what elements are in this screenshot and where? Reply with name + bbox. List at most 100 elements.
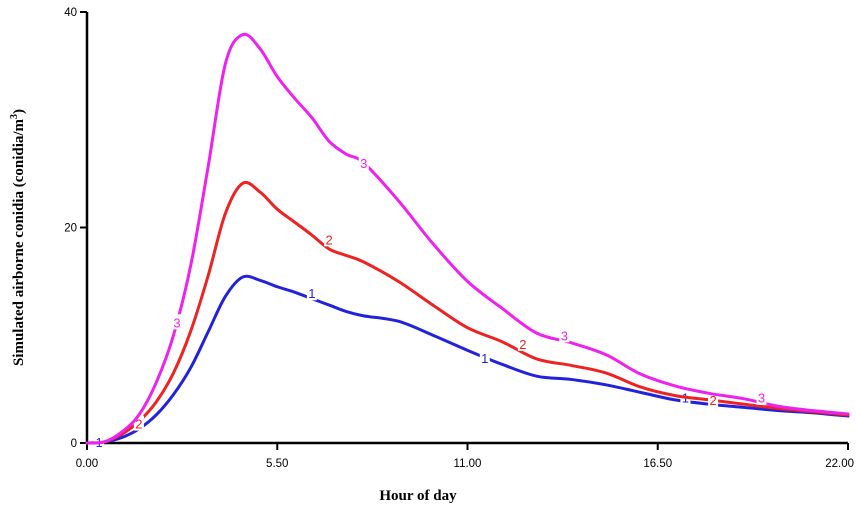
tick-group: 0 20 40 0.00 5.50 11.00 16.50 22.00 xyxy=(64,7,854,470)
data-point-2 xyxy=(258,190,262,194)
data-point-1 xyxy=(466,349,469,352)
x-axis-title: Hour of day xyxy=(379,488,457,504)
data-point-3 xyxy=(500,307,504,310)
data-point-3 xyxy=(535,331,538,335)
data-point-1 xyxy=(570,378,573,381)
curve-label-3: 3 xyxy=(561,328,568,343)
data-point-1 xyxy=(189,366,192,369)
data-point-1 xyxy=(500,363,504,366)
data-point-1 xyxy=(293,290,296,294)
curve-label-1: 1 xyxy=(308,286,315,301)
data-point-2 xyxy=(154,400,158,404)
data-point-3 xyxy=(103,440,106,444)
data-point-1 xyxy=(431,334,435,337)
curve-label-background xyxy=(306,285,317,301)
data-point-1 xyxy=(327,303,331,307)
data-point-3 xyxy=(846,412,850,416)
data-point-1 xyxy=(172,393,175,396)
data-point-2 xyxy=(604,371,608,375)
data-point-3 xyxy=(154,381,158,384)
data-point-2 xyxy=(743,403,746,406)
curve-label-3: 3 xyxy=(360,156,367,171)
y-tick-label: 20 xyxy=(64,223,77,235)
x-tick-label: 11.00 xyxy=(454,458,482,470)
data-point-2 xyxy=(639,385,642,389)
data-point-1 xyxy=(206,330,210,334)
curve-label-background xyxy=(171,314,182,330)
data-point-1 xyxy=(258,279,262,282)
y-axis-title-superscript: 3 xyxy=(9,114,20,119)
series-3: 3 3 3 3 xyxy=(85,32,850,445)
data-point-1 xyxy=(345,310,348,313)
data-point-3 xyxy=(172,334,175,337)
curve-label-background xyxy=(324,231,335,247)
data-point-2 xyxy=(224,212,227,215)
data-point-3 xyxy=(276,75,279,78)
data-point-2 xyxy=(345,254,348,257)
x-tick-label: 0.00 xyxy=(76,458,98,470)
data-point-3 xyxy=(189,264,192,267)
data-point-2 xyxy=(293,220,296,224)
data-point-3 xyxy=(206,165,210,169)
series-2: 2 2 2 2 xyxy=(85,180,850,445)
x-tick-label: 5.50 xyxy=(266,458,288,470)
curve-label-background xyxy=(358,154,369,170)
data-point-3 xyxy=(137,413,141,417)
data-point-3 xyxy=(241,33,244,36)
data-point-1 xyxy=(673,398,677,402)
data-point-2 xyxy=(570,364,573,367)
data-point-3 xyxy=(466,280,469,283)
curve-label-2: 2 xyxy=(709,393,716,408)
data-point-3 xyxy=(120,431,123,434)
data-point-1 xyxy=(362,314,365,318)
curve-label-background xyxy=(133,415,144,431)
data-point-2 xyxy=(535,357,538,361)
curve-label-background xyxy=(756,389,767,405)
y-axis-title-tail: ) xyxy=(11,109,27,114)
data-point-3 xyxy=(812,409,815,412)
data-point-2 xyxy=(431,303,435,307)
data-point-2 xyxy=(310,233,314,237)
curve-label-2: 2 xyxy=(326,232,333,247)
series-line-3 xyxy=(85,32,850,445)
data-point-1 xyxy=(120,436,123,439)
data-point-2 xyxy=(276,207,279,211)
data-point-3 xyxy=(85,441,89,445)
data-point-3 xyxy=(743,397,746,401)
data-point-3 xyxy=(397,199,400,202)
data-point-3 xyxy=(310,116,314,119)
data-point-2 xyxy=(206,274,210,278)
curve-label-background xyxy=(559,327,570,343)
data-point-3 xyxy=(570,341,573,344)
curve-label-3: 3 xyxy=(173,315,180,330)
curve-label-background xyxy=(517,335,528,351)
data-point-3 xyxy=(224,62,227,65)
data-point-3 xyxy=(604,353,608,356)
data-point-3 xyxy=(293,97,296,100)
curve-label-3: 3 xyxy=(758,391,765,406)
data-point-2 xyxy=(362,260,365,264)
y-axis-title: Simulated airborne conidia (conidia/m3) xyxy=(9,109,27,366)
data-point-1 xyxy=(224,295,227,298)
series-line-2 xyxy=(85,180,850,445)
curve-label-2: 2 xyxy=(519,337,526,352)
curve-label-background xyxy=(479,349,490,365)
curve-label-1: 1 xyxy=(481,351,488,366)
data-point-1 xyxy=(604,383,608,387)
data-point-3 xyxy=(639,372,642,376)
data-point-3 xyxy=(258,47,262,50)
y-axis-title-main: Simulated airborne conidia (conidia/m xyxy=(11,118,27,366)
data-point-1 xyxy=(535,374,538,378)
data-point-2 xyxy=(189,329,192,333)
data-point-1 xyxy=(639,391,642,394)
data-point-1 xyxy=(154,413,158,417)
data-point-2 xyxy=(241,182,244,185)
curve-label-2: 2 xyxy=(135,417,142,432)
data-point-2 xyxy=(466,326,469,329)
data-point-3 xyxy=(431,242,435,245)
x-tick-label: 16.50 xyxy=(643,458,672,470)
data-point-1 xyxy=(743,406,746,409)
data-point-3 xyxy=(345,153,348,156)
